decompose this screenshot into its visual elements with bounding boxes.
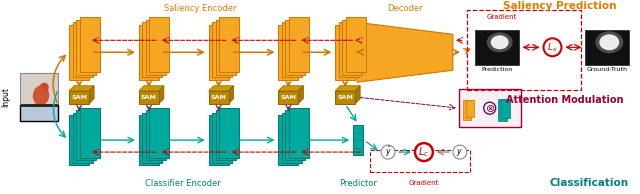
Polygon shape <box>69 86 94 91</box>
FancyBboxPatch shape <box>139 25 159 80</box>
FancyBboxPatch shape <box>346 17 365 72</box>
Polygon shape <box>89 86 94 104</box>
Text: $L_c$: $L_c$ <box>419 145 429 159</box>
Text: Classifier Encoder: Classifier Encoder <box>145 178 221 188</box>
Ellipse shape <box>491 35 509 49</box>
Circle shape <box>543 38 561 56</box>
FancyBboxPatch shape <box>139 91 159 104</box>
Text: Attention Modulation: Attention Modulation <box>506 95 623 105</box>
Text: SAM: SAM <box>280 95 296 100</box>
FancyBboxPatch shape <box>353 125 363 155</box>
FancyBboxPatch shape <box>79 17 100 72</box>
Circle shape <box>453 145 467 159</box>
FancyBboxPatch shape <box>219 17 239 72</box>
FancyBboxPatch shape <box>69 115 89 165</box>
Ellipse shape <box>595 31 623 53</box>
Circle shape <box>381 145 395 159</box>
FancyBboxPatch shape <box>149 108 170 158</box>
Text: Saliency Encoder: Saliency Encoder <box>164 4 237 13</box>
FancyBboxPatch shape <box>143 22 163 77</box>
FancyBboxPatch shape <box>146 110 166 160</box>
Polygon shape <box>139 86 164 91</box>
Polygon shape <box>355 86 360 104</box>
FancyBboxPatch shape <box>216 20 236 75</box>
FancyBboxPatch shape <box>149 17 170 72</box>
FancyBboxPatch shape <box>212 113 232 163</box>
Text: $L_s$: $L_s$ <box>547 41 557 54</box>
FancyBboxPatch shape <box>209 25 228 80</box>
Text: $\otimes$: $\otimes$ <box>484 103 495 114</box>
FancyBboxPatch shape <box>466 100 474 117</box>
FancyBboxPatch shape <box>278 91 298 104</box>
Ellipse shape <box>40 83 49 92</box>
Text: Gradient: Gradient <box>486 14 517 20</box>
FancyBboxPatch shape <box>459 89 520 127</box>
FancyBboxPatch shape <box>339 22 358 77</box>
FancyBboxPatch shape <box>498 99 507 121</box>
FancyBboxPatch shape <box>282 113 302 163</box>
Ellipse shape <box>599 34 620 50</box>
FancyBboxPatch shape <box>73 113 93 163</box>
Text: Decoder: Decoder <box>387 4 423 13</box>
Text: SAM: SAM <box>141 95 157 100</box>
Polygon shape <box>335 86 360 91</box>
Text: Gradient: Gradient <box>409 180 439 186</box>
FancyBboxPatch shape <box>76 20 96 75</box>
FancyBboxPatch shape <box>285 110 305 160</box>
FancyBboxPatch shape <box>342 20 362 75</box>
FancyBboxPatch shape <box>278 115 298 165</box>
FancyBboxPatch shape <box>20 105 58 121</box>
FancyBboxPatch shape <box>335 91 355 104</box>
FancyBboxPatch shape <box>79 108 100 158</box>
Polygon shape <box>209 86 234 91</box>
Text: Saliency Prediction: Saliency Prediction <box>502 1 616 11</box>
FancyBboxPatch shape <box>289 17 309 72</box>
FancyBboxPatch shape <box>69 25 89 80</box>
FancyBboxPatch shape <box>500 99 509 118</box>
FancyBboxPatch shape <box>289 108 309 158</box>
FancyBboxPatch shape <box>209 115 228 165</box>
FancyBboxPatch shape <box>139 115 159 165</box>
FancyBboxPatch shape <box>282 22 302 77</box>
FancyBboxPatch shape <box>219 108 239 158</box>
Polygon shape <box>357 22 453 82</box>
Text: SAM: SAM <box>337 95 353 100</box>
Circle shape <box>415 143 433 161</box>
Text: $y$: $y$ <box>456 147 463 158</box>
Polygon shape <box>278 86 303 91</box>
Text: $\hat{y}$: $\hat{y}$ <box>385 145 392 159</box>
Text: Ground-Truth: Ground-Truth <box>587 67 628 72</box>
FancyBboxPatch shape <box>69 91 89 104</box>
FancyBboxPatch shape <box>209 91 228 104</box>
FancyBboxPatch shape <box>463 100 471 120</box>
FancyBboxPatch shape <box>216 110 236 160</box>
Ellipse shape <box>33 87 48 106</box>
FancyBboxPatch shape <box>335 25 355 80</box>
Polygon shape <box>228 86 234 104</box>
Polygon shape <box>298 86 303 104</box>
FancyBboxPatch shape <box>73 22 93 77</box>
Polygon shape <box>159 86 164 104</box>
FancyBboxPatch shape <box>76 110 96 160</box>
Text: SAM: SAM <box>71 95 87 100</box>
Circle shape <box>484 102 496 114</box>
Text: Predictor: Predictor <box>339 178 377 188</box>
FancyBboxPatch shape <box>143 113 163 163</box>
Ellipse shape <box>33 85 49 105</box>
FancyBboxPatch shape <box>285 20 305 75</box>
FancyBboxPatch shape <box>586 30 629 65</box>
FancyBboxPatch shape <box>212 22 232 77</box>
Text: Input: Input <box>1 87 10 107</box>
Ellipse shape <box>486 32 513 52</box>
Text: SAM: SAM <box>211 95 227 100</box>
Text: Classification: Classification <box>550 178 629 188</box>
FancyBboxPatch shape <box>20 73 58 121</box>
FancyBboxPatch shape <box>475 30 518 65</box>
FancyBboxPatch shape <box>278 25 298 80</box>
FancyBboxPatch shape <box>146 20 166 75</box>
Text: Prediction: Prediction <box>481 67 512 72</box>
